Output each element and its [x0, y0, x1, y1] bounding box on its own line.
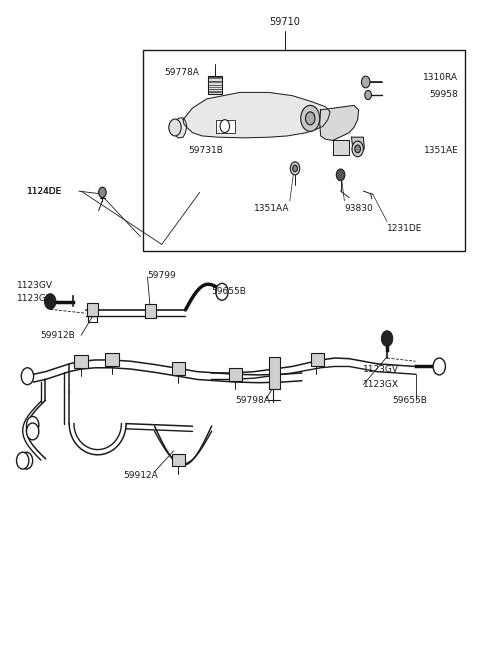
Circle shape: [216, 284, 228, 300]
Circle shape: [220, 120, 229, 133]
Bar: [105, 354, 119, 366]
Text: 1123GV: 1123GV: [363, 365, 399, 374]
Bar: [311, 354, 324, 366]
Circle shape: [20, 452, 33, 469]
Bar: [228, 367, 242, 381]
Text: 1310RA: 1310RA: [423, 73, 458, 82]
Text: 1124DE: 1124DE: [26, 187, 62, 196]
Text: 1123GX: 1123GX: [363, 380, 399, 389]
Text: 59778A: 59778A: [164, 67, 199, 77]
Circle shape: [290, 162, 300, 175]
Text: 59799: 59799: [147, 271, 176, 280]
Circle shape: [433, 358, 445, 375]
Text: 59798A: 59798A: [235, 396, 270, 405]
Text: 1351AA: 1351AA: [254, 204, 290, 213]
Bar: [143, 50, 466, 251]
Text: 1123GV: 1123GV: [17, 281, 53, 290]
Circle shape: [382, 331, 393, 346]
Bar: [87, 303, 97, 316]
Text: 93830: 93830: [344, 204, 373, 213]
Bar: [74, 355, 88, 367]
Text: 59655B: 59655B: [392, 396, 427, 405]
Polygon shape: [351, 137, 364, 149]
Bar: [269, 357, 280, 389]
Text: 1124DE: 1124DE: [26, 187, 62, 196]
Polygon shape: [183, 92, 330, 138]
Text: 59731B: 59731B: [188, 146, 223, 155]
Circle shape: [16, 452, 29, 469]
Text: 1351AE: 1351AE: [423, 145, 458, 155]
Text: 59655B: 59655B: [212, 288, 246, 296]
Circle shape: [301, 105, 320, 132]
Text: 59958: 59958: [430, 90, 458, 100]
Bar: [172, 454, 185, 466]
Bar: [208, 75, 222, 94]
Text: 59912A: 59912A: [124, 471, 158, 480]
Text: 1231DE: 1231DE: [387, 223, 422, 233]
Polygon shape: [174, 118, 187, 138]
Bar: [172, 362, 185, 375]
Text: 1123GX: 1123GX: [17, 294, 53, 303]
Bar: [145, 304, 156, 318]
Circle shape: [361, 76, 370, 88]
Circle shape: [355, 145, 360, 153]
Polygon shape: [216, 120, 235, 133]
Circle shape: [169, 119, 181, 136]
Circle shape: [336, 169, 345, 181]
Circle shape: [293, 165, 298, 172]
Text: 59710: 59710: [270, 18, 300, 28]
Circle shape: [26, 423, 39, 440]
Circle shape: [98, 187, 106, 198]
Circle shape: [365, 90, 372, 100]
Circle shape: [305, 112, 315, 125]
Circle shape: [26, 417, 39, 434]
Circle shape: [352, 141, 363, 157]
Polygon shape: [320, 105, 359, 140]
Polygon shape: [333, 140, 349, 155]
Text: 59912B: 59912B: [41, 331, 75, 340]
Circle shape: [45, 293, 56, 309]
Circle shape: [21, 367, 34, 384]
